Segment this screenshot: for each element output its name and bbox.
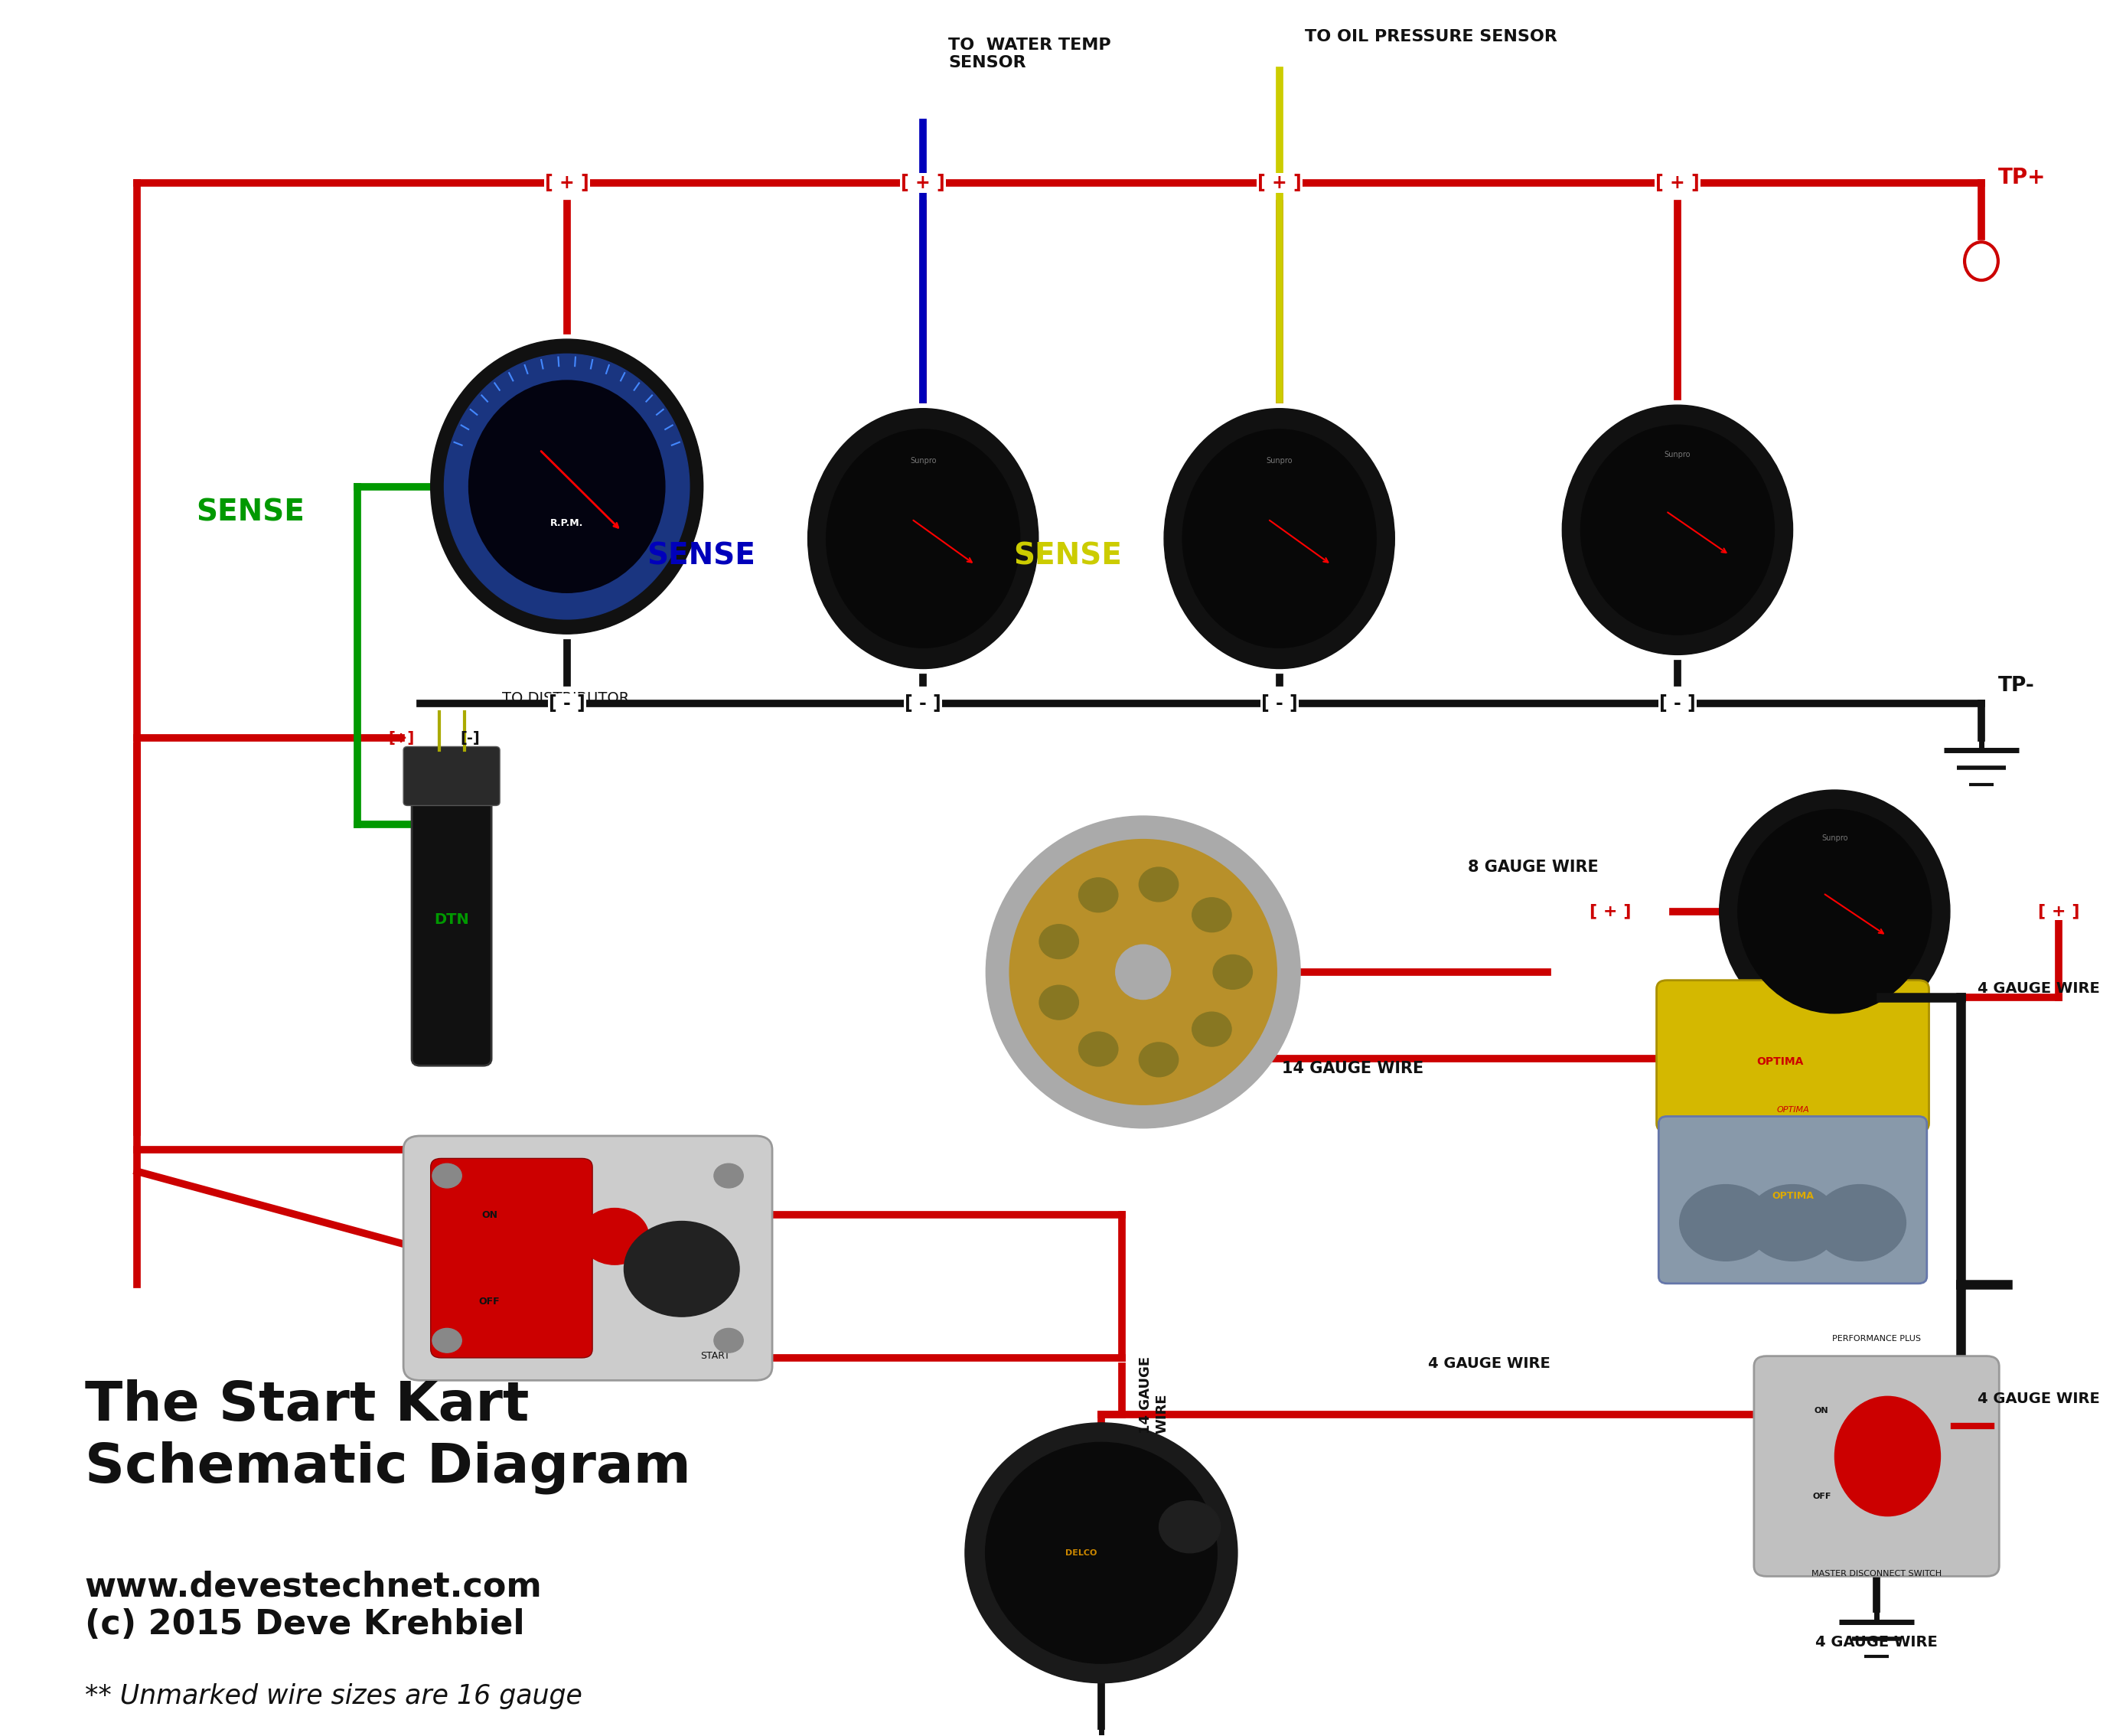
- Ellipse shape: [1737, 809, 1930, 1014]
- Text: [ - ]: [ - ]: [1261, 694, 1297, 712]
- Ellipse shape: [1580, 425, 1775, 635]
- Text: 8 GAUGE WIRE: 8 GAUGE WIRE: [1467, 859, 1599, 875]
- Text: 4 GAUGE WIRE: 4 GAUGE WIRE: [1816, 1635, 1937, 1649]
- Circle shape: [625, 1222, 740, 1316]
- Text: [+]: [+]: [389, 731, 415, 745]
- Ellipse shape: [1040, 986, 1078, 1019]
- Ellipse shape: [1563, 404, 1792, 654]
- Text: TO DISTRIBUTOR: TO DISTRIBUTOR: [502, 691, 629, 705]
- Text: DELCO: DELCO: [1065, 1549, 1097, 1557]
- Text: [ + ]: [ + ]: [1590, 904, 1631, 918]
- Ellipse shape: [1193, 1012, 1231, 1047]
- Text: 4 GAUGE WIRE: 4 GAUGE WIRE: [1429, 1356, 1550, 1371]
- Text: TP-: TP-: [1998, 675, 2035, 696]
- Text: 4 GAUGE WIRE: 4 GAUGE WIRE: [1977, 1392, 2098, 1406]
- Ellipse shape: [1193, 898, 1231, 932]
- Text: 4 GAUGE WIRE: 4 GAUGE WIRE: [1977, 981, 2098, 996]
- Ellipse shape: [986, 1443, 1216, 1663]
- Text: SENSE: SENSE: [646, 542, 755, 571]
- Ellipse shape: [1165, 408, 1395, 668]
- Text: [-]: [-]: [461, 731, 480, 745]
- Text: OFF: OFF: [478, 1297, 500, 1307]
- Text: MASTER DISCONNECT SWITCH: MASTER DISCONNECT SWITCH: [1811, 1569, 1941, 1578]
- Ellipse shape: [1159, 1502, 1220, 1554]
- Text: OPTIMA: OPTIMA: [1771, 1191, 1813, 1201]
- FancyBboxPatch shape: [404, 1135, 772, 1380]
- Ellipse shape: [1116, 944, 1171, 1000]
- FancyBboxPatch shape: [412, 774, 491, 1066]
- Text: [ + ]: [ + ]: [2039, 904, 2079, 918]
- Ellipse shape: [1720, 790, 1950, 1033]
- Text: 14 GAUGE WIRE: 14 GAUGE WIRE: [1282, 1061, 1424, 1076]
- Text: Sunpro: Sunpro: [1665, 451, 1690, 458]
- Text: PERFORMANCE PLUS: PERFORMANCE PLUS: [1833, 1335, 1922, 1342]
- Ellipse shape: [1078, 878, 1118, 911]
- Text: [ + ]: [ + ]: [1656, 174, 1699, 193]
- Ellipse shape: [1214, 955, 1252, 990]
- Text: R.P.M.: R.P.M.: [551, 519, 583, 528]
- Text: DTN: DTN: [434, 913, 470, 927]
- Text: TO  WATER TEMP
SENSOR: TO WATER TEMP SENSOR: [948, 38, 1112, 71]
- Ellipse shape: [470, 380, 665, 592]
- Ellipse shape: [1835, 1396, 1941, 1516]
- Circle shape: [1680, 1184, 1771, 1260]
- Text: TP+: TP+: [1998, 167, 2045, 189]
- Text: ON: ON: [1813, 1406, 1828, 1415]
- Text: OPTIMA: OPTIMA: [1777, 1106, 1809, 1115]
- FancyBboxPatch shape: [1656, 981, 1928, 1132]
- Ellipse shape: [827, 429, 1020, 648]
- Text: [ + ]: [ + ]: [901, 174, 946, 193]
- FancyBboxPatch shape: [1754, 1356, 1998, 1576]
- Circle shape: [580, 1208, 648, 1264]
- Text: ON: ON: [480, 1210, 497, 1220]
- Text: The Start Kart
Schematic Diagram: The Start Kart Schematic Diagram: [85, 1380, 691, 1493]
- Circle shape: [432, 1328, 461, 1352]
- Text: 8 GAUGE WIRE: 8 GAUGE WIRE: [1741, 1016, 1873, 1031]
- Text: Sunpro: Sunpro: [910, 457, 935, 464]
- Ellipse shape: [1010, 840, 1278, 1104]
- Ellipse shape: [444, 354, 689, 620]
- Circle shape: [714, 1328, 744, 1352]
- FancyBboxPatch shape: [1658, 1116, 1926, 1283]
- Text: OFF: OFF: [1811, 1493, 1830, 1500]
- Text: 14 GAUGE
WIRE: 14 GAUGE WIRE: [1140, 1356, 1169, 1434]
- Text: SENSE: SENSE: [1014, 542, 1123, 571]
- FancyBboxPatch shape: [404, 746, 500, 806]
- Ellipse shape: [808, 408, 1037, 668]
- Text: TO OIL PRESSURE SENSOR: TO OIL PRESSURE SENSOR: [1305, 30, 1556, 45]
- Ellipse shape: [1140, 868, 1178, 901]
- Text: [ - ]: [ - ]: [906, 694, 942, 712]
- Text: [ + ]: [ + ]: [1256, 174, 1301, 193]
- Circle shape: [432, 1163, 461, 1187]
- FancyBboxPatch shape: [432, 1158, 593, 1358]
- Text: Sunpro: Sunpro: [1822, 835, 1847, 842]
- Text: [ - ]: [ - ]: [549, 694, 585, 712]
- Ellipse shape: [432, 339, 704, 634]
- Ellipse shape: [1182, 429, 1376, 648]
- Ellipse shape: [965, 1424, 1237, 1682]
- Text: SENSE: SENSE: [196, 498, 304, 528]
- Text: OPTIMA: OPTIMA: [1756, 1055, 1803, 1068]
- Text: [ + ]: [ + ]: [544, 174, 589, 193]
- Text: www.devestechnet.com
(c) 2015 Deve Krehbiel: www.devestechnet.com (c) 2015 Deve Krehb…: [85, 1571, 542, 1641]
- Circle shape: [1748, 1184, 1839, 1260]
- Text: [ - ]: [ - ]: [1658, 694, 1697, 712]
- Circle shape: [714, 1163, 744, 1187]
- Ellipse shape: [1140, 1042, 1178, 1076]
- Text: ** Unmarked wire sizes are 16 gauge: ** Unmarked wire sizes are 16 gauge: [85, 1682, 583, 1708]
- Ellipse shape: [1040, 925, 1078, 958]
- Ellipse shape: [1078, 1031, 1118, 1066]
- Ellipse shape: [986, 816, 1301, 1128]
- Text: START: START: [699, 1351, 729, 1361]
- Circle shape: [1813, 1184, 1905, 1260]
- Text: Sunpro: Sunpro: [1267, 457, 1293, 464]
